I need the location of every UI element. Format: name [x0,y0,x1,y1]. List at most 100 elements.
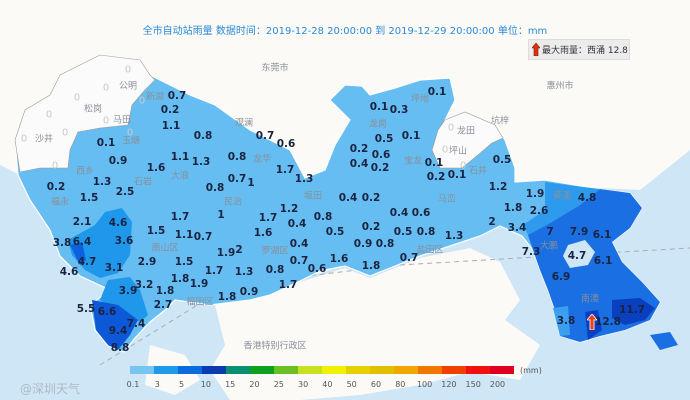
rain-value: 0.6 [307,263,327,275]
offshore-island [650,332,678,350]
rain-value: 1 [217,209,225,221]
legend-swatch [298,366,322,374]
rain-value: 1.3 [92,176,112,188]
rain-value: 3.9 [118,285,138,297]
rain-value: 0.7 [289,255,309,267]
place-label: 马田 [112,115,132,126]
rain-value: 1.1 [170,151,190,163]
no-rain-region-longtian [431,111,504,169]
rain-value: 0.6 [411,207,431,219]
rain-value: 0.2 [361,192,381,204]
place-label: 坪山 [448,146,468,157]
legend-swatch [490,366,514,374]
rain-value: 1.5 [79,192,99,204]
rain-value: 1.7 [258,212,278,224]
rain-value: 1.9 [189,278,209,290]
rain-value: 0.1 [424,157,444,169]
rain-value: 4.8 [577,192,597,204]
rain-value: 1.8 [361,260,381,272]
hong-kong-land [210,248,540,400]
rain-value: 0.8 [193,130,213,142]
rain-value: 7 [546,226,554,238]
zero-rain-value: 0 [138,95,146,107]
rain-value: 0.6 [276,138,296,150]
legend-tick: 40 [322,380,333,389]
place-label: 罗湖区 [261,246,289,257]
place-label: 石岩 [133,177,153,188]
rain-value: 7.3 [521,246,541,258]
legend-tick: 3 [154,380,160,389]
rain-value: 2.5 [115,186,135,198]
rain-value: 1.5 [174,256,194,268]
rain-value: 2.7 [153,299,173,311]
rain-value: 6.4 [72,236,92,248]
place-label: 南澳 [580,294,600,305]
legend-swatch [226,366,250,374]
rain-value: 1.3 [444,230,464,242]
zero-rain-value: 0 [102,115,110,127]
legend-swatch [274,366,298,374]
legend-unit: (mm) [520,366,542,375]
place-label: 坂田 [303,191,323,202]
legend-tick: 15 [225,380,236,389]
rain-value: 1.6 [253,227,273,239]
place-label: 石井 [468,166,488,177]
rain-value: 0.8 [375,238,395,250]
place-label: 大鹏 [539,241,559,252]
rain-value: 1.2 [279,203,299,215]
zero-rain-value: 0 [20,133,28,145]
rain-value: 3.2 [134,279,154,291]
rain-value: 0.2 [46,181,66,193]
legend-tick: 120 [441,380,457,389]
rain-value: 1.1 [174,229,194,241]
legend-colorbar [130,366,514,374]
rain-value: 4.7 [77,256,97,268]
legend-swatch [442,366,466,374]
rain-value: 1.9 [525,188,545,200]
rain-value: 8.8 [110,342,130,354]
rain-value: 4.6 [59,266,79,278]
rain-value: 0.4 [349,158,369,170]
place-label: 福永 [50,197,70,208]
rain-value: 0.3 [389,104,409,116]
max-rain-marker-icon [587,314,597,330]
rain-value: 0.1 [96,137,116,149]
rain-value: 0.2 [349,143,369,155]
rain-value: 4.7 [567,250,587,262]
place-label: 龙岗 [368,119,388,130]
rain-value: 0.5 [393,226,413,238]
place-label: 葵涌 [552,191,572,202]
zero-rain-value: 0 [73,92,81,104]
rain-value: 0.5 [492,154,512,166]
rain-value: 3.6 [114,235,134,247]
rain-value: 0.2 [426,171,446,183]
rain-value: 2.1 [72,216,92,228]
rain-value: 0.4 [287,218,307,230]
rain-value: 1.8 [155,285,175,297]
rain-value: 1.3 [191,156,211,168]
rain-3-5-south [553,306,570,336]
rain-value: 5.5 [76,303,96,315]
rain-value: 0.1 [369,101,389,113]
rain-value: 0.2 [370,162,390,174]
rain-value: 7.4 [126,318,146,330]
rain-value: 1.3 [234,266,254,278]
place-label: 大浪 [170,171,190,182]
max-rain-box: 最大雨量：西涌 12.8 [528,39,630,60]
place-label: 松岗 [83,104,103,115]
rain-value: 0.8 [227,151,247,163]
legend-swatch [202,366,226,374]
rain-value: 0.8 [313,211,333,223]
rain-value: 1.7 [278,279,298,291]
rain-value: 3.4 [507,222,527,234]
rain-value: 0.9 [108,155,128,167]
zero-rain-value: 0 [61,127,69,139]
legend-tick: 150 [465,380,481,389]
legend-tick: 10 [200,380,211,389]
legend-tick: 60 [370,380,382,389]
rain-value: 6.6 [97,306,117,318]
rain-value: 0.7 [399,252,419,264]
chart-title: 全市自动站雨量 数据时间：2019-12-28 20:00:00 到 2019-… [142,26,548,37]
place-label: 新湖 [145,92,165,103]
legend-swatch [250,366,274,374]
